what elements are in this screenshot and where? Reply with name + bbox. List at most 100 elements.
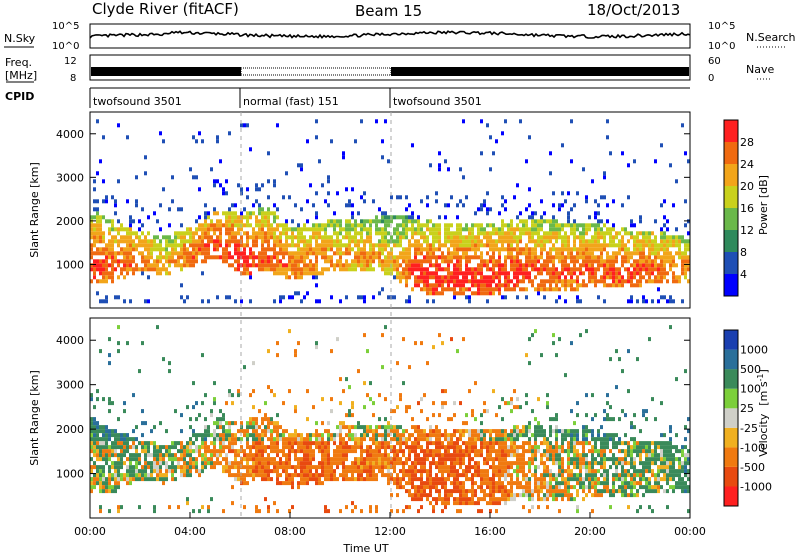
heatmap-cell	[528, 497, 531, 502]
heatmap-cell	[339, 453, 342, 458]
heatmap-cell	[486, 429, 489, 434]
heatmap-cell	[510, 433, 513, 438]
heatmap-cell	[201, 457, 204, 462]
heatmap-cell	[570, 441, 573, 446]
heatmap-cell	[459, 263, 462, 268]
heatmap-cell	[642, 239, 645, 244]
heatmap-cell	[657, 275, 660, 280]
heatmap-cell	[105, 461, 108, 466]
heatmap-cell	[552, 287, 555, 292]
heatmap-cell	[276, 223, 279, 228]
heatmap-cell	[285, 441, 288, 446]
heatmap-cell	[501, 445, 504, 450]
heatmap-cell	[393, 295, 396, 300]
heatmap-cell	[228, 131, 231, 136]
heatmap-cell	[384, 457, 387, 462]
heatmap-cell	[498, 235, 501, 240]
heatmap-cell	[300, 251, 303, 256]
heatmap-cell	[564, 477, 567, 482]
heatmap-cell	[105, 449, 108, 454]
heatmap-cell	[519, 493, 522, 498]
heatmap-cell	[351, 445, 354, 450]
heatmap-cell	[450, 239, 453, 244]
heatmap-cell	[564, 231, 567, 236]
heatmap-cell	[267, 179, 270, 184]
heatmap-cell	[405, 445, 408, 450]
heatmap-cell	[108, 231, 111, 236]
heatmap-cell	[606, 227, 609, 232]
heatmap-cell	[561, 433, 564, 438]
heatmap-cell	[147, 449, 150, 454]
heatmap-cell	[381, 139, 384, 144]
heatmap-cell	[543, 497, 546, 502]
heatmap-cell	[558, 227, 561, 232]
heatmap-cell	[108, 247, 111, 252]
heatmap-cell	[189, 465, 192, 470]
heatmap-cell	[348, 239, 351, 244]
heatmap-cell	[264, 231, 267, 236]
heatmap-cell	[483, 227, 486, 232]
heatmap-cell	[456, 231, 459, 236]
heatmap-cell	[192, 405, 195, 410]
heatmap-cell	[90, 433, 93, 438]
heatmap-cell	[570, 433, 573, 438]
heatmap-cell	[414, 341, 417, 346]
heatmap-cell	[105, 299, 108, 304]
heatmap-cell	[477, 263, 480, 268]
heatmap-cell	[108, 243, 111, 248]
heatmap-cell	[426, 203, 429, 208]
heatmap-cell	[291, 485, 294, 490]
heatmap-cell	[486, 299, 489, 304]
heatmap-cell	[531, 449, 534, 454]
heatmap-cell	[414, 259, 417, 264]
heatmap-cell	[498, 211, 501, 216]
heatmap-cell	[294, 437, 297, 442]
heatmap-cell	[255, 453, 258, 458]
heatmap-cell	[438, 437, 441, 442]
heatmap-cell	[429, 219, 432, 224]
heatmap-cell	[528, 489, 531, 494]
heatmap-cell	[528, 235, 531, 240]
heatmap-cell	[177, 505, 180, 510]
heatmap-cell	[474, 449, 477, 454]
heatmap-cell	[90, 485, 93, 490]
heatmap-cell	[318, 159, 321, 164]
heatmap-cell	[546, 231, 549, 236]
heatmap-cell	[423, 267, 426, 272]
heatmap-cell	[498, 445, 501, 450]
heatmap-cell	[96, 199, 99, 204]
heatmap-cell	[531, 259, 534, 264]
heatmap-cell	[402, 449, 405, 454]
heatmap-cell	[405, 405, 408, 410]
heatmap-cell	[132, 259, 135, 264]
heatmap-cell	[276, 263, 279, 268]
heatmap-cell	[396, 239, 399, 244]
heatmap-cell	[459, 291, 462, 296]
heatmap-cell	[435, 425, 438, 430]
heatmap-cell	[621, 151, 624, 156]
heatmap-cell	[462, 227, 465, 232]
heatmap-cell	[624, 267, 627, 272]
heatmap-cell	[141, 251, 144, 256]
heatmap-cell	[99, 473, 102, 478]
heatmap-cell	[348, 199, 351, 204]
heatmap-cell	[555, 251, 558, 256]
heatmap-cell	[297, 163, 300, 168]
heatmap-cell	[450, 441, 453, 446]
heatmap-cell	[516, 251, 519, 256]
heatmap-cell	[453, 429, 456, 434]
heatmap-cell	[210, 457, 213, 462]
heatmap-cell	[315, 231, 318, 236]
heatmap-cell	[279, 465, 282, 470]
heatmap-cell	[189, 469, 192, 474]
heatmap-cell	[549, 231, 552, 236]
heatmap-cell	[564, 437, 567, 442]
heatmap-cell	[465, 275, 468, 280]
heatmap-cell	[387, 267, 390, 272]
heatmap-cell	[225, 211, 228, 216]
heatmap-cell	[168, 457, 171, 462]
heatmap-cell	[237, 389, 240, 394]
heatmap-cell	[429, 247, 432, 252]
heatmap-cell	[366, 445, 369, 450]
heatmap-cell	[603, 223, 606, 228]
